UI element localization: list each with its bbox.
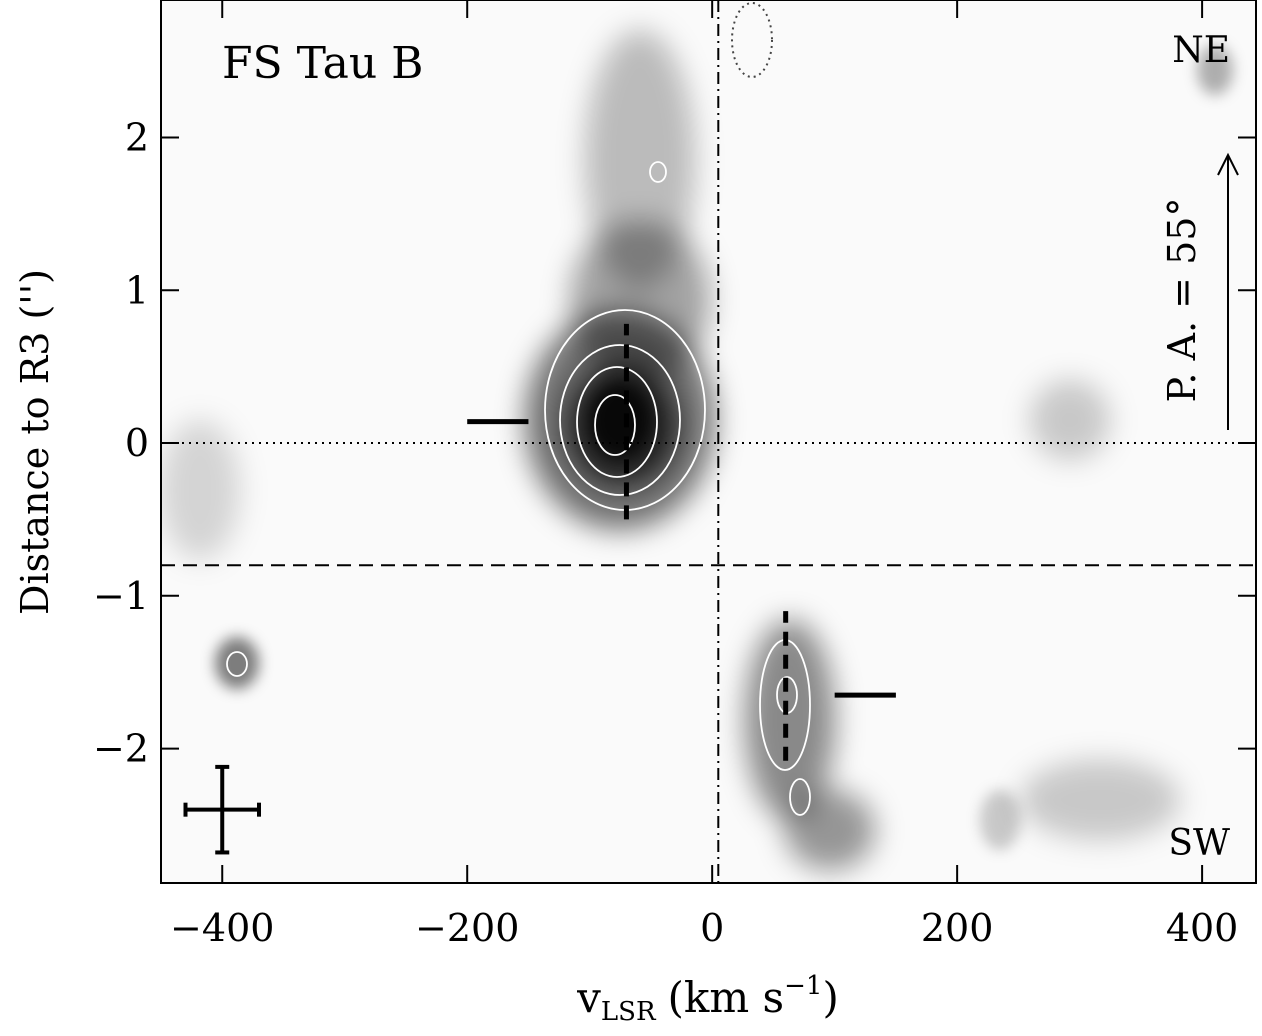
x-label-unit: (km s — [668, 973, 785, 1022]
x-tick-label: 0 — [700, 906, 724, 950]
ne-label: NE — [1172, 30, 1230, 71]
plot-frame — [160, 0, 1257, 884]
x-tick-label: −400 — [170, 906, 274, 950]
x-tick-label: −200 — [415, 906, 519, 950]
y-tick-label: 2 — [125, 115, 149, 159]
pa-label: P. A. = 55° — [1160, 198, 1204, 403]
emission-map — [161, 0, 1256, 883]
x-axis-label: vLSR (km s−1) — [576, 971, 839, 1027]
pa-arrow — [1217, 152, 1239, 430]
x-label-close: ) — [822, 973, 838, 1022]
y-axis-label: Distance to R3 ('') — [13, 269, 57, 615]
object-label: FS Tau B — [222, 38, 423, 89]
y-tick-label: 1 — [125, 268, 149, 312]
sw-label: SW — [1168, 823, 1230, 864]
x-tick-label: 200 — [921, 906, 994, 950]
x-tick-label: 400 — [1166, 906, 1239, 950]
x-label-symbol: v — [576, 973, 601, 1022]
y-tick-label: 0 — [125, 421, 149, 465]
y-tick-label: −1 — [93, 574, 149, 618]
x-label-exponent: −1 — [784, 971, 822, 1001]
x-label-subscript: LSR — [601, 997, 657, 1027]
y-tick-label: −2 — [93, 727, 149, 771]
